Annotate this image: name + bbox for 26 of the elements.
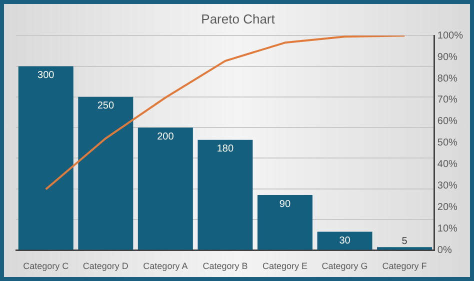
y2-tick-label: 10%	[437, 223, 458, 234]
data-label: 90	[279, 198, 291, 210]
x-tick-label: Category A	[143, 261, 188, 272]
y2-tick-label: 70%	[437, 94, 458, 106]
data-label: 30	[339, 236, 351, 247]
x-tick-label: Category D	[82, 261, 129, 272]
data-label: 200	[157, 131, 174, 142]
data-label: 300	[38, 70, 55, 82]
x-tick-label: Category B	[202, 261, 248, 272]
y2-tick-label: 80%	[437, 73, 458, 84]
y2-tick-label: 0%	[437, 244, 452, 256]
x-tick-label: Category E	[262, 261, 308, 272]
x-tick-label: Category G	[322, 261, 368, 272]
y2-tick-label: 60%	[437, 116, 458, 128]
y2-tick-label: 40%	[437, 159, 458, 170]
x-tick-label: Category F	[382, 261, 428, 272]
y2-tick-label: 90%	[437, 52, 458, 63]
data-label: 180	[216, 144, 234, 155]
y2-tick-label: 20%	[437, 202, 458, 214]
x-tick-label: Category C	[23, 261, 70, 272]
chart-title: Pareto Chart	[201, 11, 276, 26]
y2-tick-label: 100%	[437, 30, 464, 42]
y2-tick-label: 50%	[437, 138, 458, 149]
y2-tick-label: 30%	[437, 180, 458, 192]
data-label: 250	[97, 100, 114, 112]
data-label: 5	[402, 236, 408, 247]
